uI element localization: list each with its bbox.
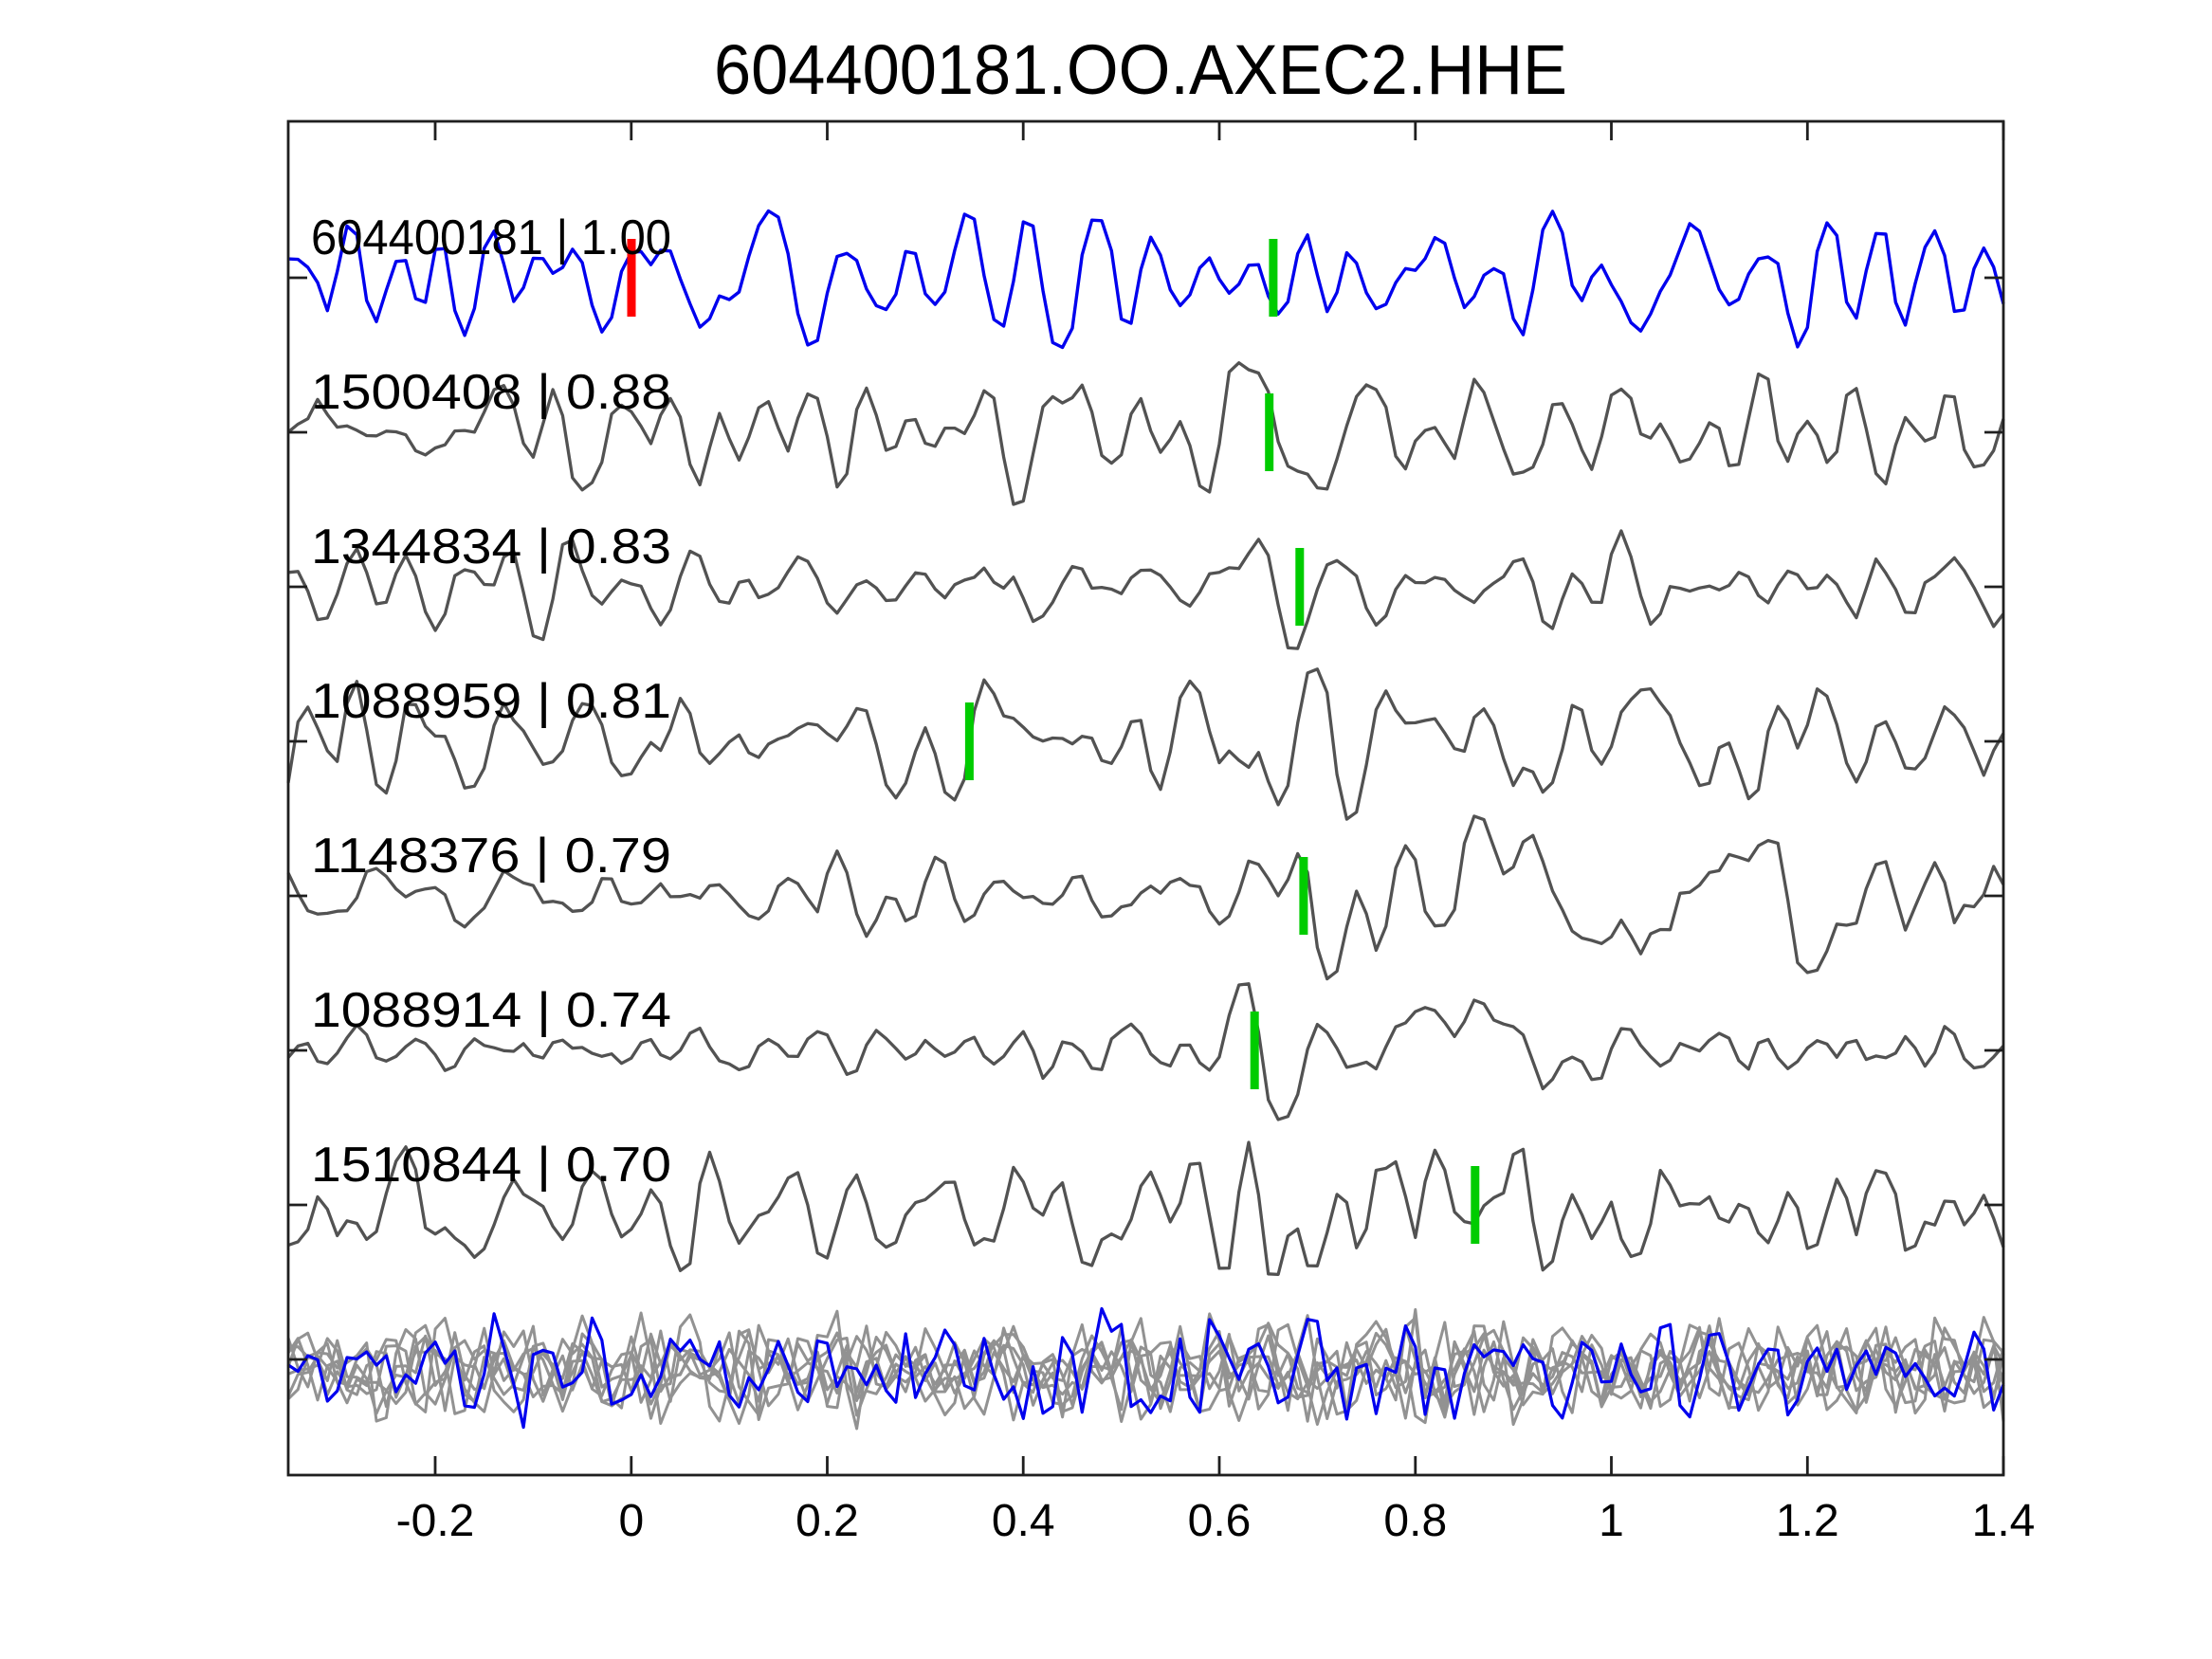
svg-text:0.8: 0.8 bbox=[1383, 1496, 1447, 1546]
svg-text:604400181.OO.AXEC2.HHE: 604400181.OO.AXEC2.HHE bbox=[714, 30, 1567, 109]
svg-text:1344834 | 0.83: 1344834 | 0.83 bbox=[311, 520, 671, 574]
svg-text:1088959 | 0.81: 1088959 | 0.81 bbox=[311, 674, 671, 729]
svg-text:0.2: 0.2 bbox=[795, 1496, 859, 1546]
svg-text:1.2: 1.2 bbox=[1776, 1496, 1839, 1546]
svg-text:1500408 | 0.88: 1500408 | 0.88 bbox=[311, 365, 671, 420]
svg-text:-0.2: -0.2 bbox=[396, 1496, 475, 1546]
svg-text:1: 1 bbox=[1599, 1496, 1624, 1546]
svg-text:604400181 | 1.00: 604400181 | 1.00 bbox=[311, 210, 671, 265]
svg-text:1.4: 1.4 bbox=[1972, 1496, 2036, 1546]
svg-text:0: 0 bbox=[618, 1496, 644, 1546]
svg-text:1088914 | 0.74: 1088914 | 0.74 bbox=[311, 983, 671, 1038]
svg-text:1148376 | 0.79: 1148376 | 0.79 bbox=[311, 829, 671, 884]
svg-text:1510844 | 0.70: 1510844 | 0.70 bbox=[311, 1138, 671, 1193]
svg-text:0.6: 0.6 bbox=[1188, 1496, 1252, 1546]
svg-text:0.4: 0.4 bbox=[992, 1496, 1055, 1546]
